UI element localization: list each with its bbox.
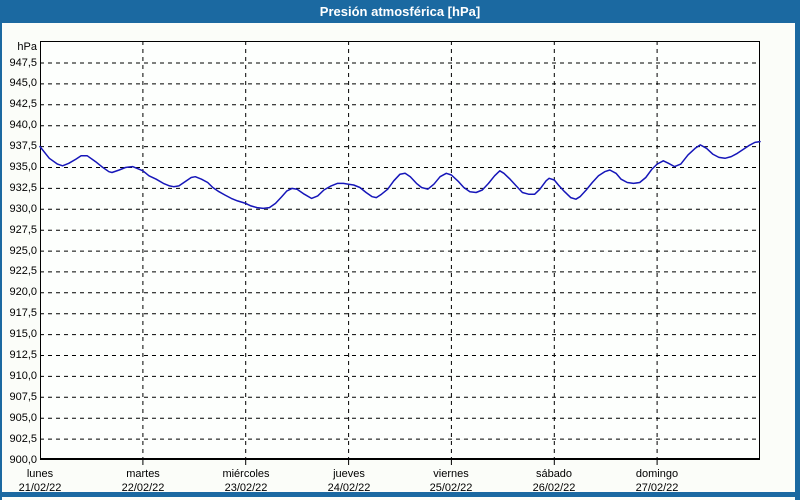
y-axis-tick-label: 905,0 bbox=[9, 412, 37, 424]
x-axis-day-name: martes bbox=[126, 468, 160, 480]
y-axis-tick-label: 932,5 bbox=[9, 182, 37, 194]
y-axis-tick-label: 930,0 bbox=[9, 203, 37, 215]
y-axis-tick-label: 942,5 bbox=[9, 98, 37, 110]
pressure-chart-plot-area bbox=[39, 41, 761, 467]
x-axis-day-name: lunes bbox=[26, 468, 54, 480]
y-axis-tick-label: 910,0 bbox=[9, 370, 37, 382]
y-axis-tick-label: 920,0 bbox=[9, 286, 37, 298]
y-axis-tick-label: 915,0 bbox=[9, 328, 37, 340]
y-axis-tick-label: 947,5 bbox=[9, 57, 37, 69]
x-axis-day-date: 22/02/22 bbox=[121, 482, 165, 494]
y-axis-tick-label: 922,5 bbox=[9, 265, 37, 277]
y-axis-tick-label: 900,0 bbox=[9, 454, 37, 466]
x-axis-day-name: miércoles bbox=[222, 468, 270, 480]
pressure-line-series bbox=[39, 140, 761, 210]
window-frame-right bbox=[795, 23, 800, 500]
window-frame-left bbox=[0, 23, 2, 500]
x-axis-day-date: 21/02/22 bbox=[18, 482, 62, 494]
x-axis-day-date: 27/02/22 bbox=[635, 482, 679, 494]
y-axis-tick-label: 925,0 bbox=[9, 245, 37, 257]
y-axis-tick-label: 917,5 bbox=[9, 307, 37, 319]
x-axis-day-name: viernes bbox=[433, 468, 469, 480]
y-axis-tick-label: 907,5 bbox=[9, 391, 37, 403]
y-axis-tick-label: 935,0 bbox=[9, 161, 37, 173]
x-axis-day-date: 24/02/22 bbox=[327, 482, 371, 494]
x-axis-day-date: 23/02/22 bbox=[224, 482, 268, 494]
y-axis-tick-label: 902,5 bbox=[9, 433, 37, 445]
y-axis-tick-label: 937,5 bbox=[9, 140, 37, 152]
window-frame-bottom bbox=[0, 492, 800, 497]
plot-background bbox=[40, 41, 760, 460]
window-title-bar: Presión atmosférica [hPa] bbox=[0, 0, 800, 23]
y-axis-unit-label: hPa bbox=[17, 41, 37, 53]
window-title: Presión atmosférica [hPa] bbox=[319, 4, 481, 19]
x-axis-day-name: domingo bbox=[635, 468, 679, 480]
x-axis-day-date: 25/02/22 bbox=[429, 482, 473, 494]
x-axis-day-date: 26/02/22 bbox=[532, 482, 576, 494]
x-axis-day-name: jueves bbox=[333, 468, 365, 480]
y-axis-tick-label: 945,0 bbox=[9, 77, 37, 89]
y-axis-tick-label: 940,0 bbox=[9, 119, 37, 131]
pressure-chart-svg bbox=[39, 41, 761, 465]
x-axis-day-name: sábado bbox=[535, 468, 573, 480]
y-axis-tick-label: 912,5 bbox=[9, 349, 37, 361]
y-axis-tick-label: 927,5 bbox=[9, 224, 37, 236]
